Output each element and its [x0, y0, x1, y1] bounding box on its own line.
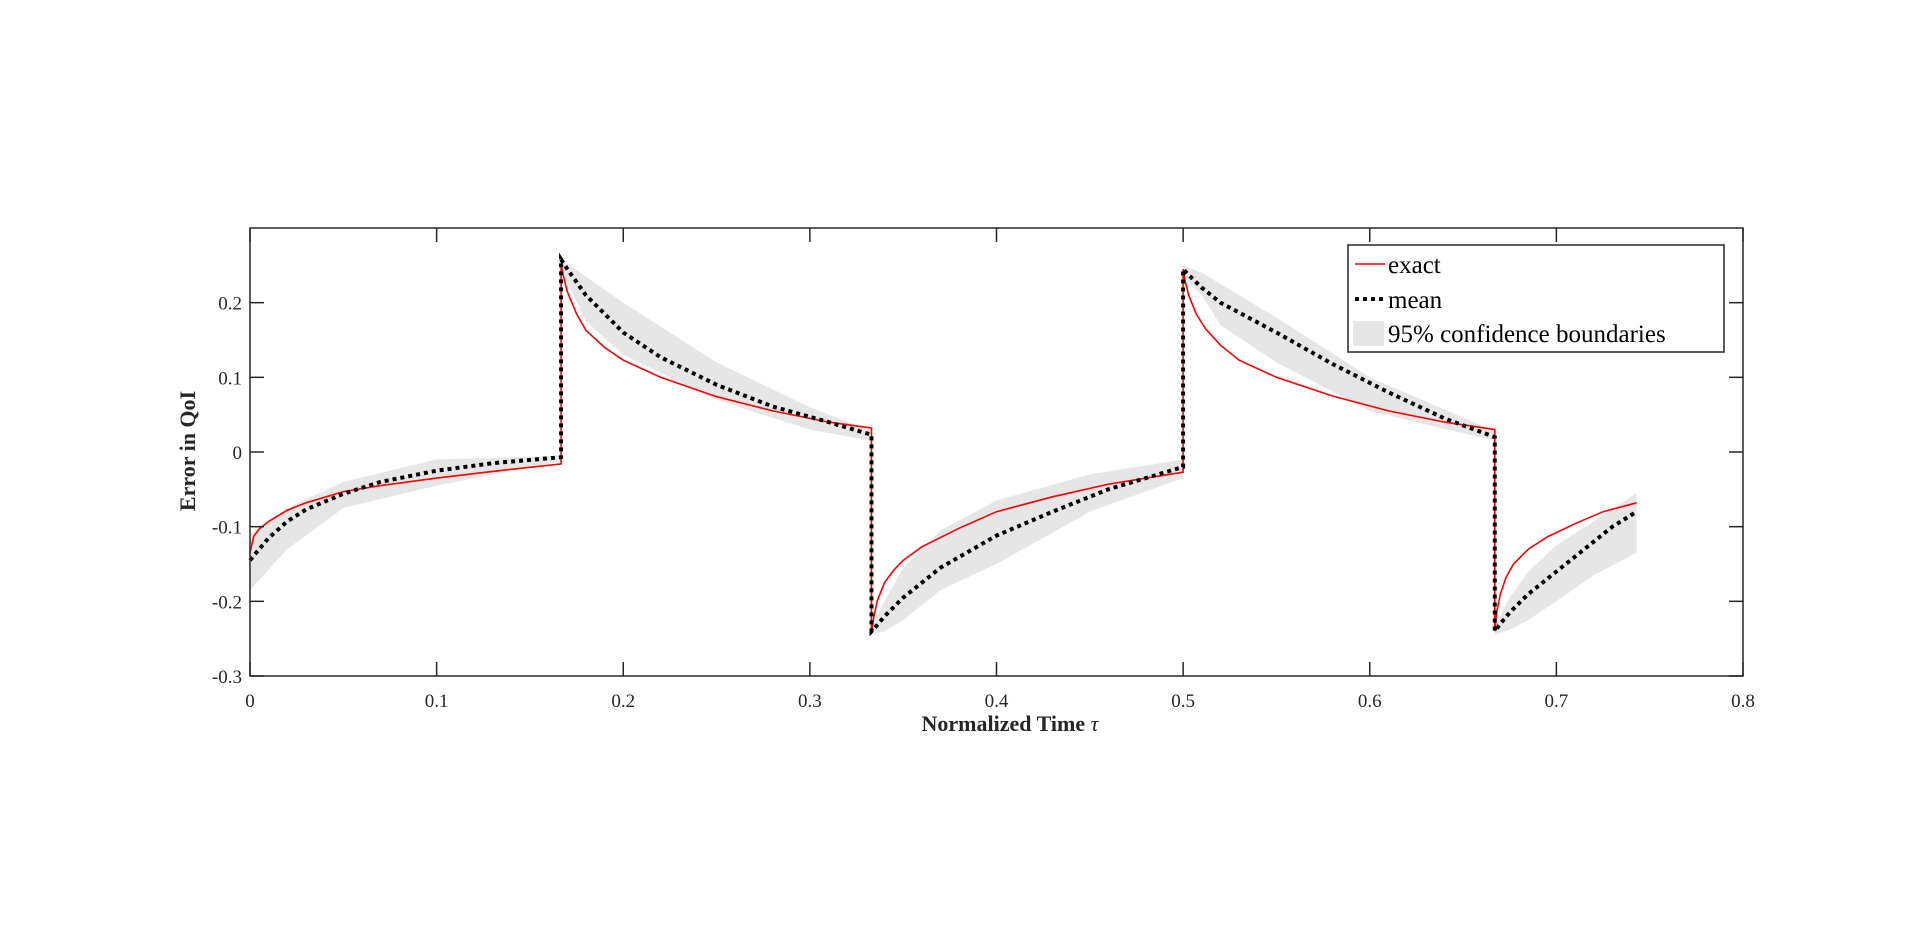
- x-tick-label: 0.2: [611, 691, 635, 712]
- series-layer: [248, 252, 1638, 638]
- legend: exact mean 95% confidence boundaries: [1347, 244, 1725, 353]
- axes: [249, 227, 1744, 677]
- x-tick-label: 0.3: [798, 691, 822, 712]
- legend-band-swatch: [1353, 321, 1384, 346]
- x-tick-label: 0.1: [425, 691, 449, 712]
- legend-exact-label: exact: [1388, 252, 1441, 279]
- confidence-band-segment-0: [250, 455, 562, 591]
- confidence-band-layer: [250, 259, 1637, 635]
- x-tick-label: 0.5: [1171, 691, 1195, 712]
- x-tick-label: 0.4: [985, 691, 1009, 712]
- x-tick-label: 0.6: [1358, 691, 1382, 712]
- tick-labels: 0 0.1 0.2 0.3 0.4 0.5 0.6 0.7 0.8 -0.3 -0.2 -0.1 0 0.…: [212, 294, 1755, 712]
- y-tick-label: 0.2: [218, 294, 242, 315]
- confidence-band-segment-1: [561, 259, 872, 441]
- confidence-band-segment-2: [871, 459, 1184, 635]
- series-mean-line: [248, 252, 1638, 638]
- y-tick-label: -0.3: [212, 667, 242, 688]
- legend-mean-label: mean: [1388, 287, 1443, 314]
- x-tick-label: 0: [245, 691, 255, 712]
- y-tick-label: 0.1: [218, 368, 242, 389]
- x-axis-label: Normalized Time τ: [922, 711, 1100, 736]
- y-tick-label: -0.2: [212, 592, 242, 613]
- y-axis-label: Error in QoI: [175, 391, 200, 511]
- y-tick-label: -0.1: [212, 518, 242, 539]
- confidence-band-segment-4: [1494, 493, 1637, 635]
- y-tick-label: 0: [233, 443, 243, 464]
- legend-band-label: 95% confidence boundaries: [1388, 321, 1666, 348]
- x-tick-label: 0.8: [1731, 691, 1755, 712]
- confidence-band-segment-3: [1183, 265, 1495, 441]
- legend-box: [1347, 244, 1725, 353]
- x-tick-label: 0.7: [1545, 691, 1569, 712]
